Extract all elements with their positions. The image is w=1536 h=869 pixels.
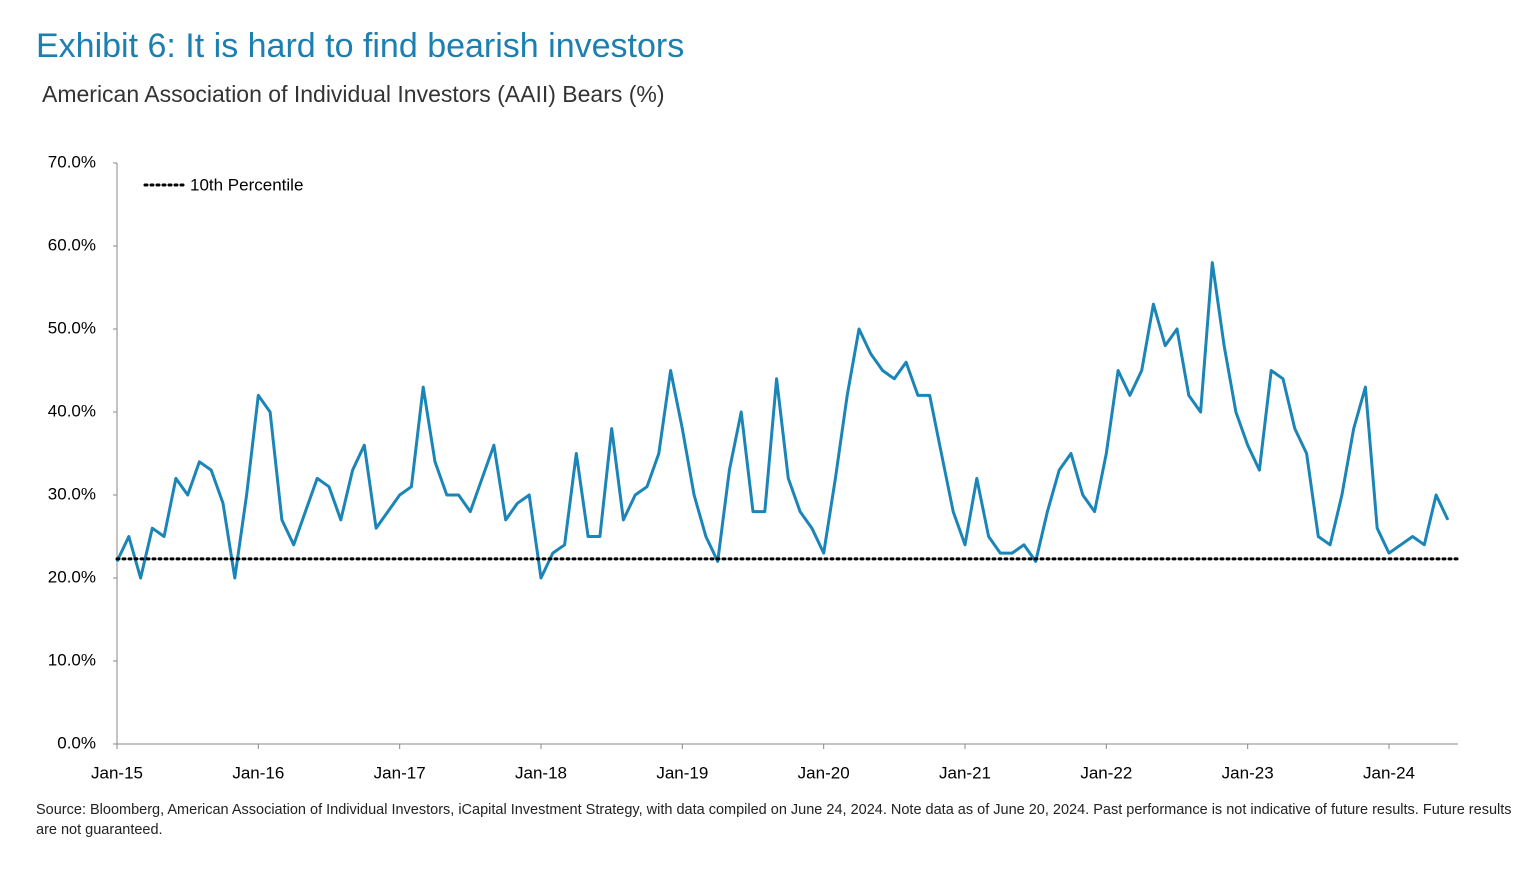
y-tick-label: 20.0% [48,567,96,586]
y-tick-label: 60.0% [48,235,96,254]
data-line [115,261,1450,580]
y-tick-label: 50.0% [48,318,96,337]
y-tick-label: 0.0% [57,733,96,752]
x-tick-label: Jan-20 [798,763,850,782]
y-tick-label: 70.0% [48,152,96,171]
x-tick-label: Jan-18 [515,763,567,782]
y-tick-label: 40.0% [48,401,96,420]
x-tick-label: Jan-24 [1363,763,1415,782]
x-tick-label: Jan-16 [232,763,284,782]
x-tick-label: Jan-17 [374,763,426,782]
x-tick-label: Jan-23 [1222,763,1274,782]
y-tick-label: 10.0% [48,650,96,669]
x-tick-label: Jan-21 [939,763,991,782]
source-note: Source: Bloomberg, American Association … [36,802,1512,838]
x-tick-label: Jan-19 [656,763,708,782]
source-box: Source: Bloomberg, American Association … [36,802,1512,838]
chart-subtitle: American Association of Individual Inves… [42,81,665,107]
chart-title: Exhibit 6: It is hard to find bearish in… [36,27,684,65]
x-tick-label: Jan-15 [91,763,143,782]
legend-label: 10th Percentile [190,175,303,194]
y-tick-label: 30.0% [48,484,96,503]
x-tick-label: Jan-22 [1080,763,1132,782]
